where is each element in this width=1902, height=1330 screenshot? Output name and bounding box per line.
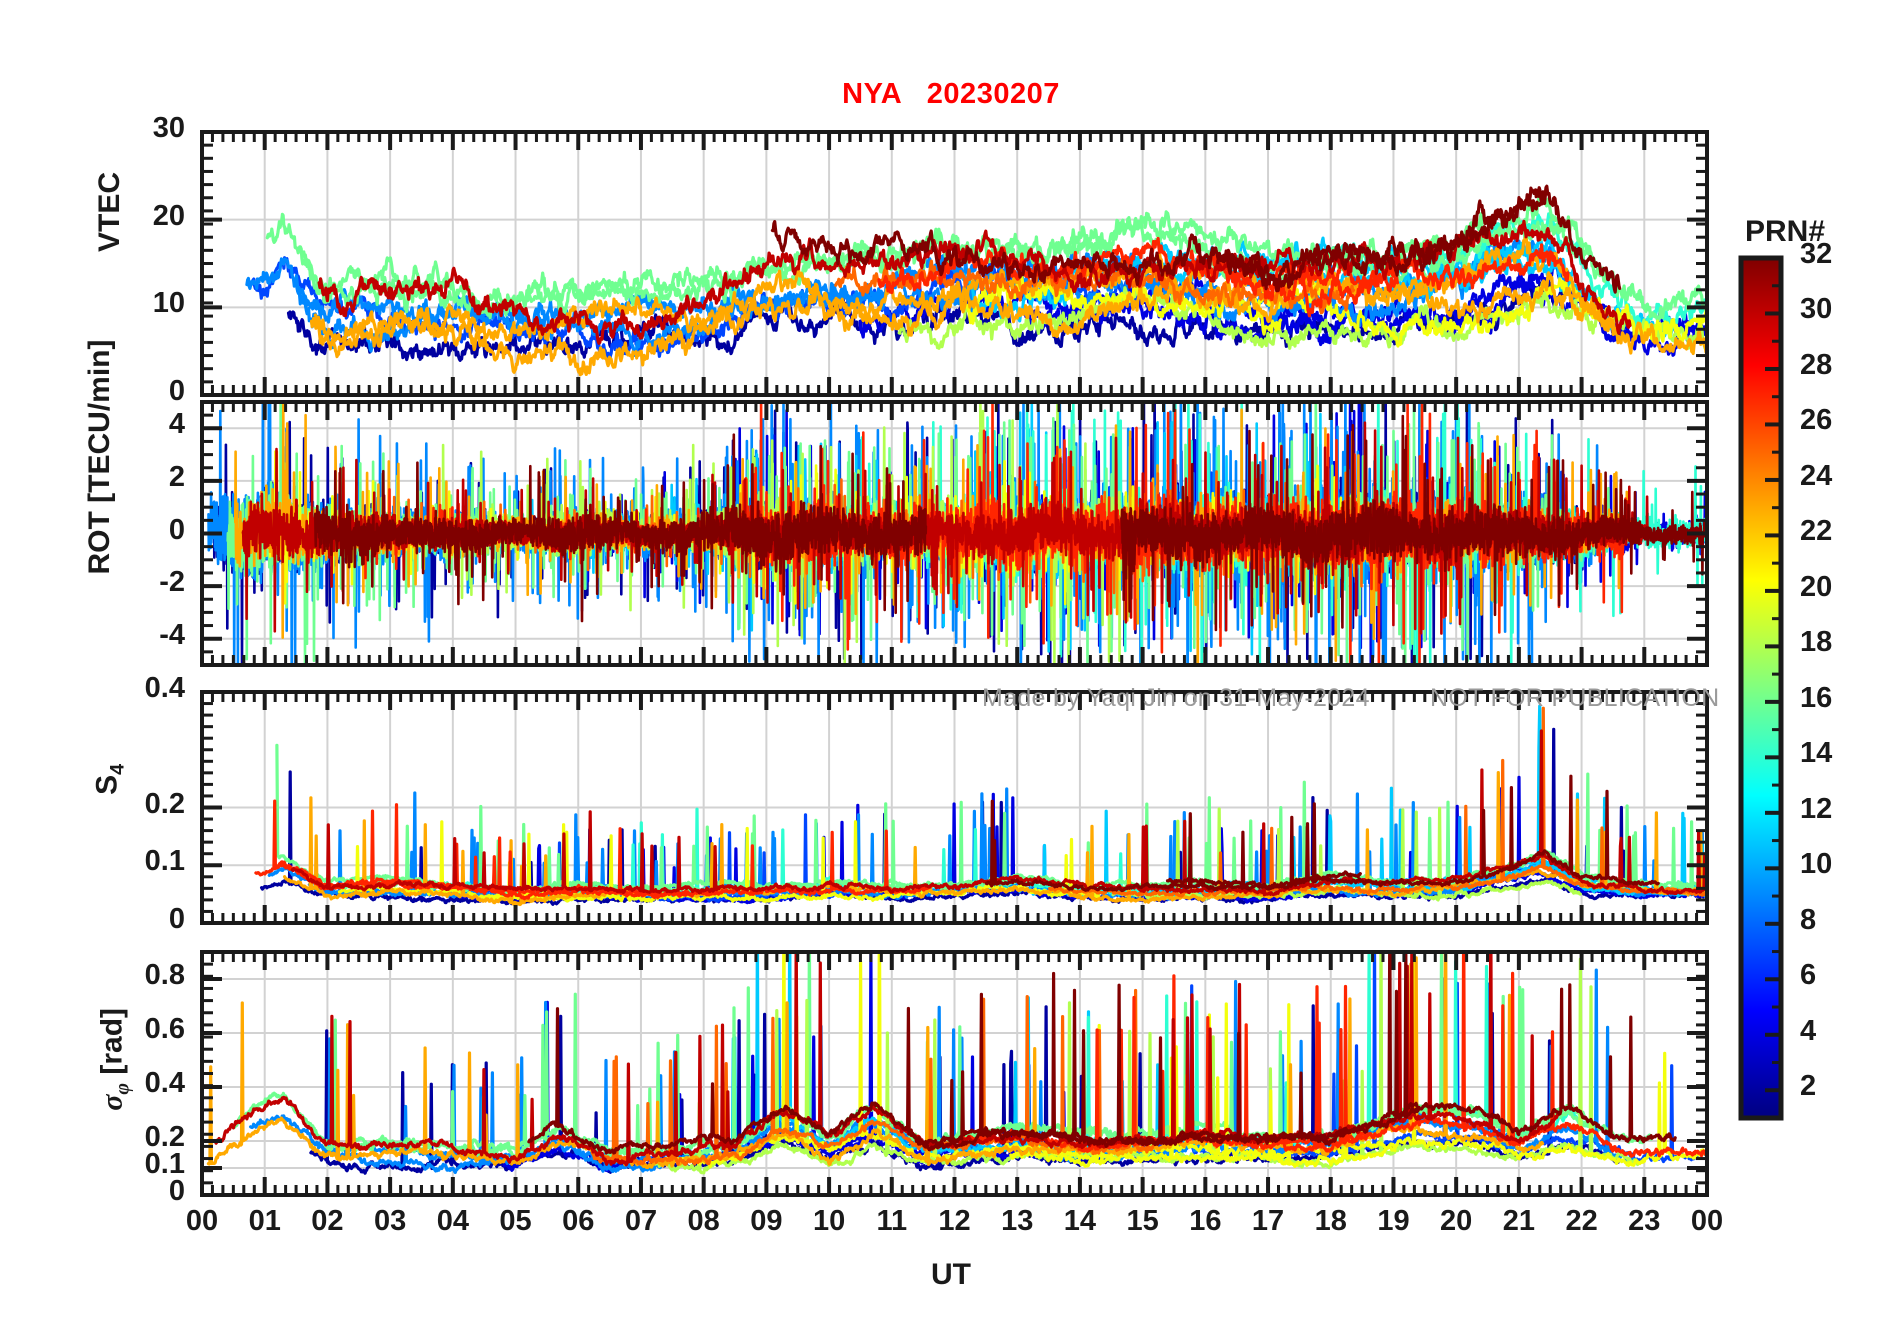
data-traces-sigma_phi [206,952,1707,1175]
ytick-sigma_phi-1: 0.1 [144,1148,185,1180]
ytick-s4-0: 0 [168,903,185,935]
plot-area-rot [200,400,1709,667]
colorbar-tick-20: 20 [1800,570,1833,603]
colorbar-tick-6: 6 [1800,959,1817,992]
colorbar-tick-14: 14 [1800,737,1833,770]
ytick-s4-1: 0.1 [144,845,185,878]
colorbar-tick-24: 24 [1800,459,1833,492]
panel-s4 [200,690,1709,925]
xtick-19-19: 19 [1377,1205,1410,1237]
colorbar-tick-12: 12 [1800,792,1833,825]
ytick-rot-3: 2 [168,460,185,493]
plot-area-s4 [200,690,1709,925]
figure-title: NYA 20230207 [842,78,1060,110]
watermark-notice: NOT FOR PUBLICATION [1430,684,1720,712]
panel-rot [200,400,1709,667]
data-traces-rot [207,402,1707,665]
ytick-sigma_phi-5: 0.8 [144,959,185,991]
ytick-rot-0: -4 [159,618,185,651]
data-traces-s4 [254,704,1707,907]
xtick-02-2: 02 [311,1205,344,1237]
xtick-03-3: 03 [373,1205,407,1237]
xtick-00-24: 00 [1690,1205,1724,1237]
axis-ticks-rot [200,400,1709,667]
xtick-22-22: 22 [1565,1205,1598,1237]
xtick-00-0: 00 [185,1205,219,1237]
colorbar-tick-16: 16 [1800,681,1833,714]
axis-ticks-sigma_phi [200,950,1709,1197]
xtick-06-6: 06 [562,1205,595,1237]
xtick-15-15: 15 [1126,1205,1159,1237]
ytick-vtec-1: 10 [152,287,185,320]
colorbar-title: PRN# [1745,215,1826,248]
xtick-12-12: 12 [938,1205,971,1237]
ytick-sigma_phi-4: 0.6 [144,1013,185,1045]
colorbar-tick-8: 8 [1800,903,1817,936]
xtick-01-1: 01 [248,1205,281,1237]
colorbar-tick-22: 22 [1800,515,1833,548]
xtick-13-13: 13 [1001,1205,1034,1237]
colorbar-tick-4: 4 [1800,1014,1817,1047]
ytick-vtec-2: 20 [152,199,185,232]
xtick-14-14: 14 [1063,1205,1097,1237]
ytick-vtec-0: 0 [168,375,185,407]
xtick-10-10: 10 [812,1205,846,1237]
colorbar-tick-32: 32 [1800,238,1833,270]
xtick-04-4: 04 [436,1205,469,1237]
ytick-vtec-3: 30 [152,112,185,144]
axis-label-ut: UT [931,1258,971,1291]
ytick-rot-4: 4 [168,408,185,441]
xtick-20-20: 20 [1440,1205,1473,1237]
data-traces-vtec [245,184,1707,377]
xtick-17-17: 17 [1251,1205,1285,1237]
colorbar-tick-10: 10 [1800,848,1833,881]
colorbar-gradient [1738,255,1784,1121]
colorbar-tick-26: 26 [1800,404,1833,437]
xtick-11-11: 11 [876,1205,908,1237]
axis-label-s4: S4 [90,763,129,795]
axis-label-rot: ROT [TECU/min] [83,339,116,575]
colorbar-tick-30: 30 [1800,293,1833,326]
axis-ticks-s4 [200,690,1709,925]
ytick-s4-3: 0.4 [144,672,185,704]
panel-sigma-phi [200,950,1709,1197]
xtick-05-5: 05 [499,1205,532,1237]
ytick-sigma_phi-2: 0.2 [144,1121,185,1153]
ytick-sigma_phi-0: 0 [168,1175,185,1207]
xtick-16-16: 16 [1189,1205,1222,1237]
colorbar[interactable] [1738,255,1784,1126]
ytick-s4-2: 0.2 [144,787,185,820]
panel-vtec [200,130,1709,397]
ytick-rot-2: 0 [168,513,185,546]
colorbar-tick-2: 2 [1800,1070,1817,1103]
watermark-author: Made by Yaqi Jin on 31-May-2024 [982,684,1370,712]
xtick-09-9: 09 [750,1205,783,1237]
axis-ticks-vtec [200,130,1709,397]
plot-area-vtec [200,130,1709,397]
xtick-23-23: 23 [1628,1205,1661,1237]
xtick-07-7: 07 [624,1205,658,1237]
colorbar-tick-18: 18 [1800,626,1833,659]
ytick-rot-1: -2 [159,566,185,599]
xtick-21-21: 21 [1502,1205,1535,1237]
ytick-sigma_phi-3: 0.4 [144,1067,185,1099]
colorbar-tick-28: 28 [1800,348,1833,381]
xtick-18-18: 18 [1314,1205,1347,1237]
plot-area-sigma_phi [200,950,1709,1197]
xtick-08-8: 08 [687,1205,720,1237]
